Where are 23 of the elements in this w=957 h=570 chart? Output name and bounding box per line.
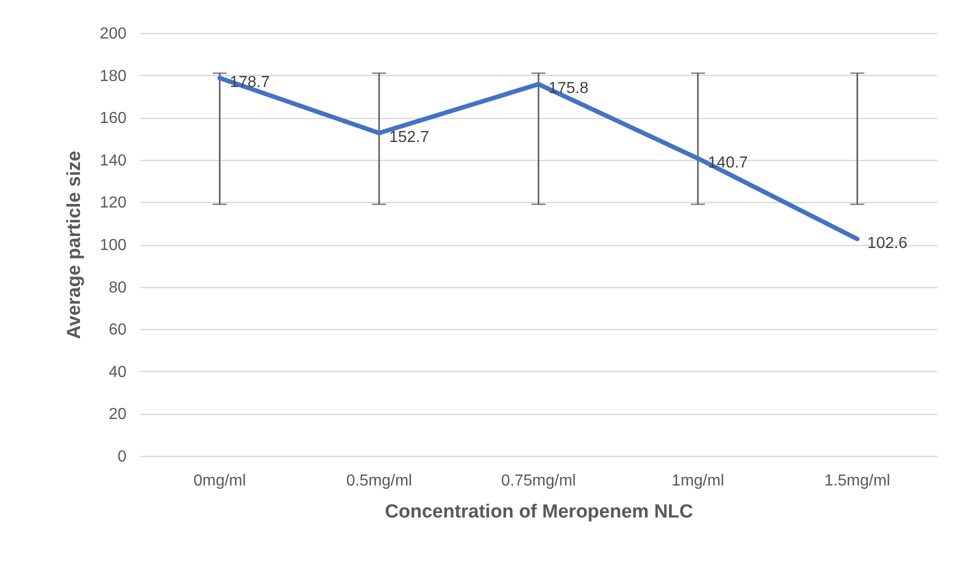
y-tick-label: 60 — [108, 322, 127, 339]
data-label: 140.7 — [708, 154, 748, 172]
data-label: 102.6 — [867, 235, 908, 252]
x-tick-label: 0.5mg/ml — [346, 472, 412, 490]
x-tick-label: 0.75mg/ml — [501, 472, 576, 490]
x-tick-label: 1.5mg/ml — [824, 472, 890, 490]
y-tick-label: 160 — [100, 110, 127, 128]
y-tick-label: 140 — [100, 152, 127, 170]
y-axis-title: Average particle size — [64, 150, 85, 340]
y-tick-label: 100 — [100, 237, 127, 254]
data-label: 152.7 — [389, 129, 430, 146]
x-tick-label: 1mg/ml — [672, 472, 724, 490]
x-axis-title: Concentration of Meropenem NLC — [384, 502, 694, 522]
line-series — [217, 76, 860, 242]
y-tick-label: 180 — [100, 68, 127, 85]
x-tick-label: 0mg/ml — [193, 472, 246, 490]
y-tick-label: 200 — [100, 26, 127, 42]
y-tick-label: 80 — [108, 279, 127, 296]
data-label: 175.8 — [548, 80, 589, 98]
y-tick-label: 0 — [118, 448, 127, 466]
y-tick-label: 40 — [108, 364, 127, 381]
y-tick-label: 120 — [100, 194, 127, 212]
y-tick-label: 20 — [108, 406, 127, 424]
